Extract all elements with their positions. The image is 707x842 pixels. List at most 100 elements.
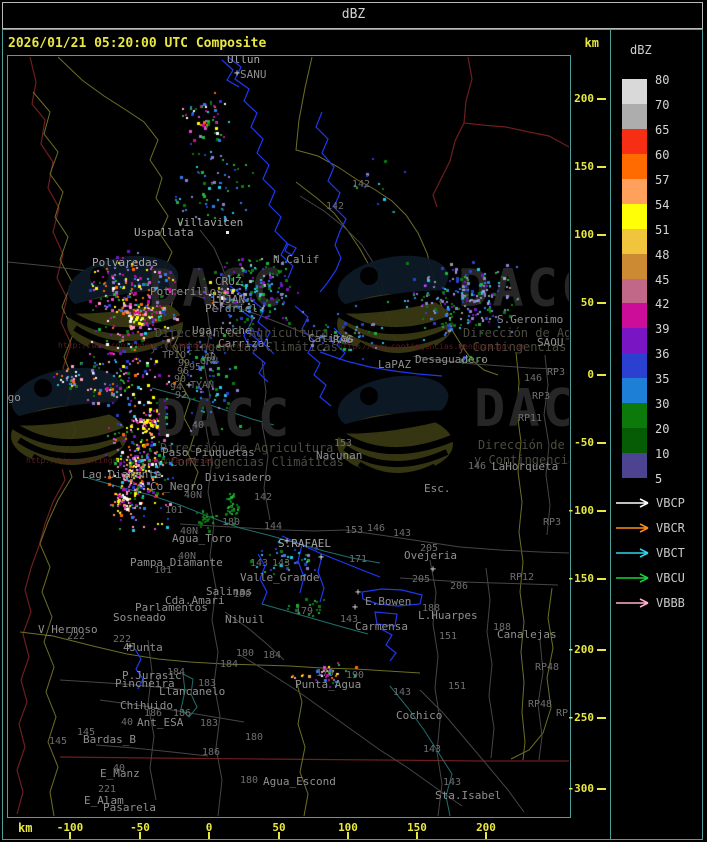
map-label: Potrerillos (150, 285, 223, 298)
right-axis-tick-label: 50 (580, 296, 594, 309)
page-title: dBZ (341, 7, 366, 22)
map-label: Ullun (227, 56, 261, 66)
map-label: Divisadero (205, 471, 272, 484)
vector-arrow-icon (616, 573, 649, 583)
bottom-axis-tick (139, 832, 141, 839)
map-label: 101 (154, 565, 173, 576)
map-label: Canalejas (497, 628, 557, 641)
map-label: Desaguadero (415, 353, 488, 366)
colorbar-swatch (622, 228, 647, 254)
radar-echo-layer (8, 56, 569, 816)
map-label: 180 (222, 517, 241, 528)
map-label: 188 (422, 603, 441, 614)
right-axis-tick (597, 166, 606, 168)
map-label: Valle_Grande (240, 571, 320, 584)
colorbar-level-label: 54 (655, 197, 670, 212)
map-label: Carmensa (355, 620, 408, 633)
right-axis-tick-label: -50 (574, 436, 594, 449)
station-cross-icon: + (186, 380, 193, 391)
map-label: 40 (192, 420, 205, 431)
right-axis-tick (597, 302, 606, 304)
map-label: SAOU (537, 336, 564, 349)
map-label: E_Alam (84, 794, 124, 807)
map-label: 101 (165, 505, 184, 516)
map-label: E_Manz (100, 767, 140, 780)
map-label: 92 (175, 390, 188, 401)
map-label: RP48 (528, 699, 553, 710)
map-label: 95 (189, 362, 202, 373)
colorbar-level-label: 30 (655, 397, 670, 412)
radar-map[interactable]: DACCDirección de Agriculturay Contingenc… (8, 56, 569, 816)
station-cross-icon: + (284, 536, 291, 547)
map-label: RP3 (547, 367, 566, 378)
map-label: Llancanelo (159, 685, 226, 698)
vector-arrow-icon (616, 523, 649, 533)
map-label: Sosneado (113, 611, 166, 624)
map-label: 153 (345, 525, 364, 536)
colorbar-level-label: 39 (655, 322, 670, 337)
right-axis-tick (597, 98, 606, 100)
colorbar-swatch (622, 328, 647, 354)
map-label: 171 (349, 554, 368, 565)
station-cross-icon: + (234, 68, 241, 79)
vector-legend-label: VBCR (656, 521, 685, 535)
map-label: 206 (450, 581, 469, 592)
colorbar-level-label: 45 (655, 272, 670, 287)
map-label: 143 (393, 687, 412, 698)
colorbar-level-label: 48 (655, 247, 670, 262)
colorbar-swatch (622, 428, 647, 454)
map-label: 142 (352, 179, 371, 190)
map-label: 179 (295, 606, 314, 617)
right-axis-tick (597, 510, 606, 512)
map-label: 221 (98, 784, 117, 795)
map-label: Catitas (308, 332, 355, 345)
map-label: Polvaredas (92, 256, 159, 269)
map-label: SANU (240, 68, 267, 81)
map-label: 146 (524, 373, 543, 384)
colorbar-swatch (622, 253, 647, 279)
map-label: 184 (263, 650, 282, 661)
map-label: LaPAZ (378, 358, 412, 371)
map-label: 94 (170, 382, 183, 393)
bottom-axis-tick-label: -100 (56, 821, 84, 834)
colorbar-level-label: 35 (655, 372, 670, 387)
colorbar-level-label: 20 (655, 422, 670, 437)
colorbar-swatch (622, 378, 647, 404)
title-bar (2, 2, 703, 29)
map-label: 186 (144, 708, 163, 719)
map-label: 205 (420, 543, 439, 554)
map-label: 143 (250, 558, 269, 569)
map-label: Pasarela (103, 801, 156, 814)
right-axis-tick (597, 234, 606, 236)
map-label: 179 (316, 668, 335, 679)
map-label: 222 (113, 634, 132, 645)
bottom-axis-tick-label: 200 (476, 821, 496, 834)
right-axis-tick-label: -200 (567, 643, 595, 656)
right-axis-tick-label: 0 (587, 368, 594, 381)
map-label: 188 (493, 622, 512, 633)
colorbar-swatch (622, 128, 647, 154)
colorbar-title: dBZ (630, 43, 652, 57)
map-label: Nihuil (225, 613, 265, 626)
map-label: Cda.Amari (165, 594, 225, 607)
map-label: 40 (113, 763, 126, 774)
map-label: Perdriel (205, 302, 258, 315)
vector-arrow-icon (616, 498, 649, 508)
right-axis-tick-label: -100 (567, 504, 595, 517)
map-label: 186 (202, 747, 221, 758)
map-label: GRN (200, 356, 219, 367)
map-label: 143 (393, 528, 412, 539)
colorbar-swatch (622, 278, 647, 304)
map-label: 205 (412, 574, 431, 585)
map-label: 146 (468, 461, 487, 472)
map-label: 143 (272, 558, 291, 569)
map-label: 184 (167, 667, 186, 678)
map-label: 143 (443, 777, 462, 788)
colorbar-swatch (622, 453, 647, 479)
map-label: E.Bowen (365, 595, 412, 608)
vector-legend-label: VBCU (656, 571, 685, 585)
map-label: Esc. (424, 482, 451, 495)
main-frame (2, 29, 703, 840)
colorbar-level-label: 36 (655, 347, 670, 362)
